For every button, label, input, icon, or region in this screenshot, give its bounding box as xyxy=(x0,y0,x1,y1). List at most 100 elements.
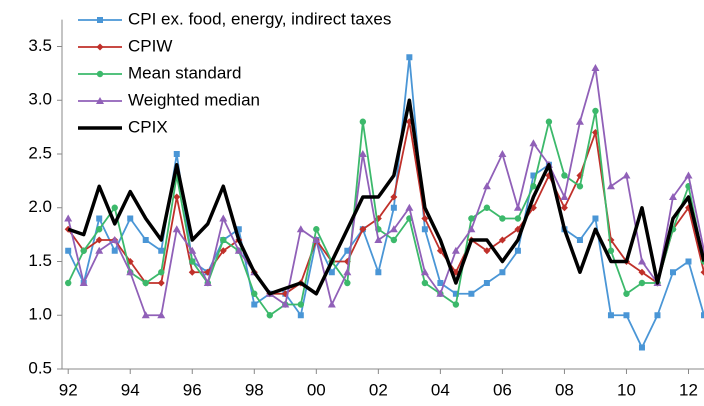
marker xyxy=(127,215,134,222)
marker xyxy=(95,236,103,244)
marker xyxy=(296,225,305,233)
marker xyxy=(669,269,676,276)
marker xyxy=(482,182,491,190)
marker xyxy=(421,279,429,287)
marker xyxy=(452,301,460,308)
marker xyxy=(390,193,398,201)
marker xyxy=(638,279,646,287)
marker xyxy=(173,151,180,157)
marker xyxy=(606,182,615,190)
x-tick-label: 04 xyxy=(431,380,450,399)
marker xyxy=(437,280,444,286)
marker xyxy=(251,301,258,308)
marker xyxy=(158,269,165,276)
legend-label: CPIW xyxy=(128,36,172,55)
y-tick-label: 3.0 xyxy=(28,90,52,109)
marker xyxy=(65,247,72,254)
plot-area xyxy=(64,54,704,351)
marker xyxy=(157,311,166,319)
marker xyxy=(545,118,553,125)
marker xyxy=(498,236,506,244)
y-tick-label: 1.5 xyxy=(28,251,52,270)
marker xyxy=(560,204,568,212)
marker xyxy=(530,172,537,179)
legend-label: CPIX xyxy=(128,117,168,136)
marker xyxy=(327,300,336,308)
marker xyxy=(188,268,196,276)
marker xyxy=(513,203,522,211)
marker xyxy=(235,226,242,233)
marker xyxy=(452,290,459,297)
marker xyxy=(406,54,413,61)
marker xyxy=(359,118,367,125)
legend-label: Weighted median xyxy=(128,90,260,109)
marker xyxy=(623,290,630,297)
marker xyxy=(95,246,104,254)
marker xyxy=(390,204,397,211)
marker xyxy=(158,247,165,254)
marker xyxy=(65,279,72,287)
marker xyxy=(668,193,677,200)
marker xyxy=(576,183,584,190)
marker xyxy=(389,225,398,233)
marker xyxy=(96,70,104,78)
marker xyxy=(468,215,475,222)
marker xyxy=(468,290,475,297)
x-tick-label: 98 xyxy=(245,380,264,399)
x-tick-label: 10 xyxy=(617,380,636,399)
series-line xyxy=(67,67,704,317)
y-tick-label: 1.0 xyxy=(28,305,52,324)
marker xyxy=(142,279,149,287)
marker xyxy=(514,247,521,254)
x-tick-label: 96 xyxy=(183,380,202,399)
marker xyxy=(96,43,104,51)
marker xyxy=(172,225,181,233)
marker xyxy=(405,203,414,211)
marker xyxy=(375,269,382,276)
legend-label: Mean standard xyxy=(128,63,241,82)
marker xyxy=(514,215,522,222)
marker xyxy=(499,215,506,222)
marker xyxy=(529,139,538,147)
x-tick-label: 02 xyxy=(369,380,388,399)
series-line xyxy=(67,98,704,296)
marker xyxy=(344,247,351,254)
marker xyxy=(297,301,305,308)
marker xyxy=(421,226,428,233)
marker xyxy=(358,150,367,157)
marker xyxy=(110,236,119,243)
marker xyxy=(189,258,196,265)
marker xyxy=(530,183,537,190)
marker xyxy=(467,225,476,233)
marker xyxy=(281,300,290,308)
marker xyxy=(64,214,73,222)
marker xyxy=(421,215,429,222)
marker xyxy=(451,246,460,254)
marker xyxy=(97,17,103,23)
marker xyxy=(96,215,103,222)
legend-label: CPI ex. food, energy, indirect taxes xyxy=(128,9,391,28)
marker xyxy=(80,247,87,254)
marker xyxy=(219,214,228,222)
series-line xyxy=(67,120,704,295)
marker xyxy=(637,257,646,265)
marker xyxy=(203,279,212,286)
marker xyxy=(499,269,506,276)
marker xyxy=(219,247,227,255)
marker xyxy=(420,268,429,276)
y-tick-label: 3.5 xyxy=(28,36,52,55)
marker xyxy=(622,171,631,179)
marker xyxy=(173,193,181,201)
marker xyxy=(483,247,491,255)
marker xyxy=(188,246,197,254)
marker xyxy=(313,226,320,233)
marker xyxy=(344,279,351,287)
marker xyxy=(591,64,600,71)
marker xyxy=(592,215,599,222)
marker xyxy=(638,344,645,351)
y-tick-label: 2.5 xyxy=(28,143,52,162)
marker xyxy=(576,237,583,243)
marker xyxy=(374,236,383,243)
marker xyxy=(141,311,150,319)
